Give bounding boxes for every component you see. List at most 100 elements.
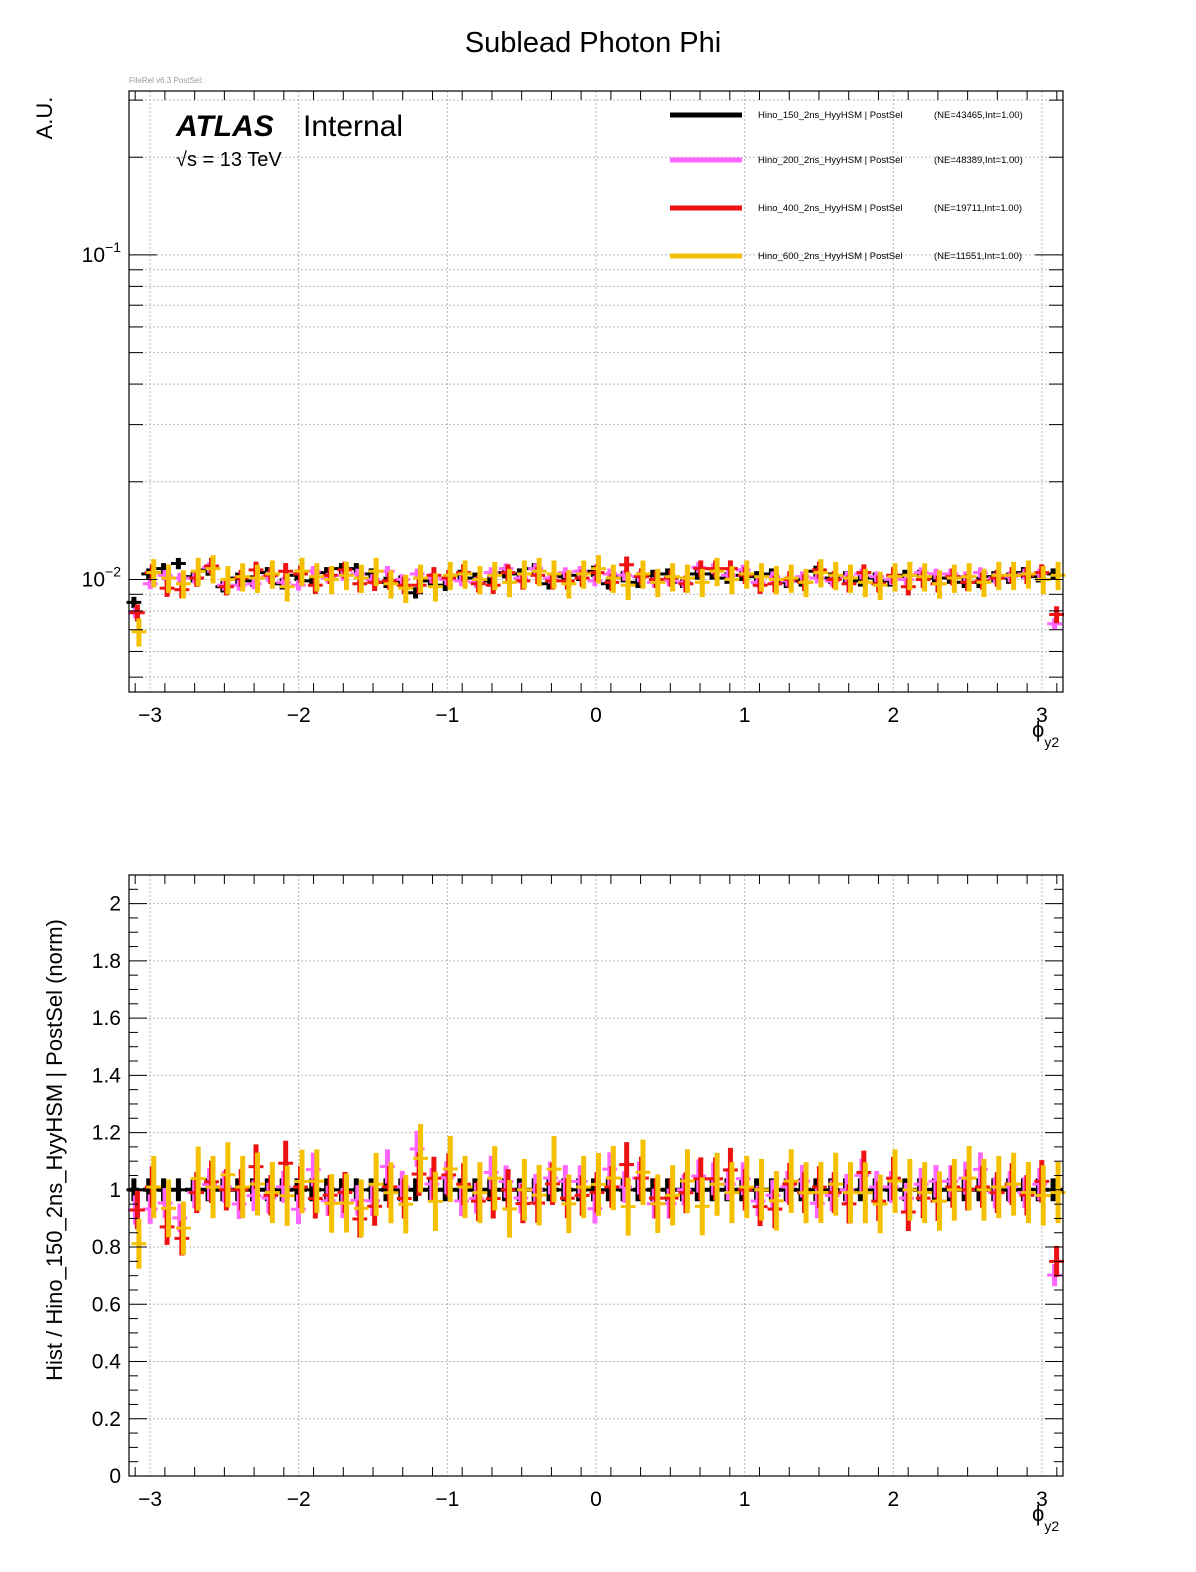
bottom-y-tick-label: 0.4 — [92, 1351, 122, 1374]
top-data-point — [1049, 606, 1064, 624]
top-data-point — [279, 573, 295, 602]
bottom-x-tick-label: −1 — [435, 1488, 459, 1511]
top-data-point — [161, 564, 176, 593]
top-x-tick-label: −1 — [435, 704, 459, 727]
legend-entry: Hino_400_2ns_HyyHSM | PostSel (NE=19711,I… — [670, 203, 1022, 214]
bottom-ratio-point — [368, 1152, 384, 1216]
top-data-point — [591, 555, 606, 584]
bottom-ratio-point — [591, 1153, 606, 1216]
top-x-tick-label: 1 — [739, 704, 751, 727]
bottom-ratio-point — [413, 1124, 429, 1193]
bottom-ratio-point — [175, 1201, 191, 1255]
bottom-y-tick-label: 2 — [109, 893, 121, 916]
top-data-point — [991, 561, 1007, 591]
bottom-ratio-point — [1006, 1152, 1022, 1216]
top-grid — [129, 91, 1063, 692]
legend-label: Hino_400_2ns_HyyHSM | PostSel — [758, 203, 903, 214]
bottom-x-axis-label: ϕy2 — [1032, 1501, 1059, 1534]
bottom-ratio-point — [250, 1152, 265, 1216]
bottom-ratio-point — [991, 1155, 1007, 1219]
top-x-tick-label: 0 — [590, 704, 602, 727]
top-data-point — [576, 560, 592, 589]
top-data-point — [1006, 561, 1022, 591]
bottom-ratio-point — [739, 1155, 755, 1219]
top-data-point — [887, 563, 903, 592]
bottom-ratio-point — [353, 1179, 369, 1238]
bottom-ratio-point — [294, 1149, 310, 1214]
top-data-point — [843, 564, 858, 593]
legend: Hino_150_2ns_HyyHSM | PostSel (NE=43465,I… — [670, 110, 1023, 262]
bottom-y-tick-label: 0.2 — [92, 1408, 121, 1431]
top-data-point — [650, 568, 666, 598]
bottom-y-tick-label: 1.4 — [92, 1064, 122, 1087]
top-data-point — [1021, 560, 1036, 589]
bottom-ratio-point — [709, 1152, 725, 1216]
top-data-point — [798, 568, 814, 598]
bottom-axes: −3 −2 −1 0 1 2 3 0 0.2 0.4 0.6 0.8 1 1.2 1.4 1.6 1.8 2 — [92, 874, 1063, 1511]
bottom-y-tick-label: 1.2 — [92, 1122, 121, 1145]
energy-label: √s = 13 TeV — [176, 149, 282, 171]
top-data-point — [694, 568, 710, 598]
bottom-ratio-point — [309, 1149, 325, 1213]
top-x-tick-label: 3 — [1036, 704, 1048, 727]
bottom-marks — [126, 1124, 1066, 1287]
bottom-ratio-point — [220, 1142, 236, 1208]
bottom-ratio-point — [235, 1155, 251, 1219]
bottom-ratio-point — [205, 1156, 221, 1219]
top-y-tick-label: 10−2 — [82, 563, 122, 591]
top-data-point — [813, 559, 829, 588]
bottom-ratio-point — [339, 1173, 354, 1233]
top-data-point — [398, 574, 414, 604]
top-data-point — [605, 564, 621, 593]
bottom-ratio-point — [665, 1165, 681, 1226]
bottom-ratio-point — [170, 1178, 186, 1202]
bottom-ratio-point — [457, 1155, 473, 1219]
bottom-ratio-point — [398, 1174, 414, 1234]
top-data-point — [250, 564, 265, 593]
bottom-ratio-point — [694, 1177, 710, 1236]
atlas-logo-text: ATLAS — [175, 110, 274, 143]
top-data-point — [976, 568, 992, 598]
top-data-point — [828, 561, 844, 591]
top-y-axis-label: A.U. — [32, 97, 57, 140]
bottom-ratio-point — [576, 1155, 592, 1219]
bottom-ratio-point — [1021, 1162, 1036, 1224]
bottom-ratio-point — [768, 1171, 784, 1231]
top-data-point — [175, 570, 191, 599]
legend-label: Hino_600_2ns_HyyHSM | PostSel — [758, 251, 903, 262]
top-data-point — [353, 564, 369, 593]
top-data-point — [932, 570, 947, 599]
top-data-point — [324, 566, 340, 595]
bottom-ratio-point — [279, 1165, 295, 1226]
top-data-point — [783, 564, 799, 593]
atlas-status-text: Internal — [303, 110, 403, 143]
top-data-point — [220, 566, 236, 595]
top-data-point — [428, 573, 443, 602]
top-data-point — [754, 563, 769, 592]
bottom-x-axis-subscript: y2 — [1044, 1518, 1059, 1534]
top-data-point — [531, 557, 547, 587]
bottom-x-tick-label: 0 — [590, 1488, 602, 1511]
legend-entry: Hino_200_2ns_HyyHSM | PostSel (NE=48389,I… — [670, 155, 1023, 166]
bottom-ratio-point — [1035, 1165, 1051, 1226]
top-data-point — [264, 560, 280, 589]
bottom-ratio-point — [650, 1174, 666, 1234]
bottom-ratio-point — [961, 1146, 977, 1211]
top-data-point — [961, 563, 977, 592]
bottom-ratio-point — [917, 1162, 933, 1224]
top-x-tick-label: −2 — [287, 704, 311, 727]
bottom-ratio-point — [872, 1174, 888, 1234]
bottom-ratio-point — [516, 1158, 532, 1221]
top-data-point — [620, 571, 636, 601]
bottom-ratio-point — [932, 1171, 947, 1231]
bottom-ratio-point — [828, 1152, 844, 1216]
top-x-axis-subscript: y2 — [1044, 734, 1059, 750]
top-data-point — [857, 568, 873, 598]
top-data-point — [442, 561, 458, 591]
top-data-point — [383, 570, 399, 599]
top-data-point — [635, 560, 651, 589]
bottom-ratio-point — [946, 1158, 962, 1221]
bottom-ratio-point — [857, 1162, 873, 1224]
bottom-ratio-point — [546, 1136, 562, 1203]
bottom-y-tick-label: 1.6 — [92, 1007, 121, 1030]
